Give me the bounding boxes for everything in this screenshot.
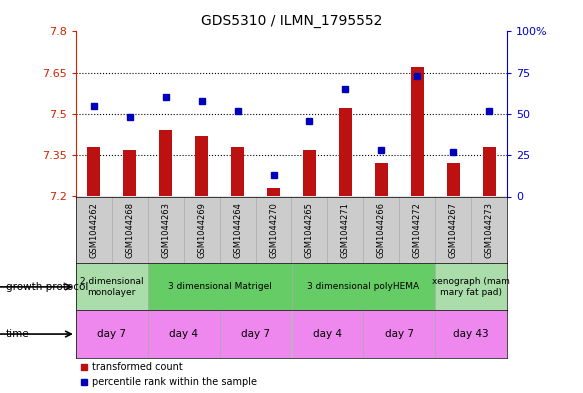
Bar <box>411 67 424 196</box>
Text: GSM1044263: GSM1044263 <box>161 202 170 258</box>
Bar <box>436 263 507 310</box>
Bar <box>303 150 316 196</box>
Text: time: time <box>6 329 30 339</box>
Bar <box>87 147 100 196</box>
Text: day 43: day 43 <box>454 329 489 339</box>
Bar <box>231 147 244 196</box>
Text: GSM1044267: GSM1044267 <box>449 202 458 258</box>
Text: GSM1044265: GSM1044265 <box>305 202 314 258</box>
Bar <box>267 188 280 196</box>
Text: xenograph (mam
mary fat pad): xenograph (mam mary fat pad) <box>433 277 510 297</box>
Text: GSM1044264: GSM1044264 <box>233 202 242 258</box>
Bar <box>159 130 172 196</box>
Bar <box>147 263 292 310</box>
Text: GSM1044268: GSM1044268 <box>125 202 134 258</box>
Text: day 7: day 7 <box>97 329 127 339</box>
Text: GSM1044273: GSM1044273 <box>484 202 494 258</box>
Text: 2 dimensional
monolayer: 2 dimensional monolayer <box>80 277 143 297</box>
Bar <box>220 310 292 358</box>
Text: 3 dimensional Matrigel: 3 dimensional Matrigel <box>168 283 272 291</box>
Bar <box>147 310 220 358</box>
Bar <box>339 108 352 196</box>
Bar <box>76 310 147 358</box>
Text: GSM1044270: GSM1044270 <box>269 202 278 258</box>
Text: GSM1044262: GSM1044262 <box>89 202 99 258</box>
Text: day 7: day 7 <box>385 329 414 339</box>
Text: GSM1044269: GSM1044269 <box>197 202 206 258</box>
Text: day 7: day 7 <box>241 329 270 339</box>
Bar <box>195 136 208 196</box>
Bar <box>363 310 436 358</box>
Title: GDS5310 / ILMN_1795552: GDS5310 / ILMN_1795552 <box>201 14 382 28</box>
Text: GSM1044272: GSM1044272 <box>413 202 422 258</box>
Bar <box>375 163 388 196</box>
Bar <box>292 310 363 358</box>
Text: 3 dimensional polyHEMA: 3 dimensional polyHEMA <box>307 283 419 291</box>
Bar <box>483 147 496 196</box>
Text: day 4: day 4 <box>169 329 198 339</box>
Text: growth protocol: growth protocol <box>6 282 88 292</box>
Bar <box>436 310 507 358</box>
Legend: transformed count, percentile rank within the sample: transformed count, percentile rank withi… <box>80 362 257 387</box>
Text: GSM1044266: GSM1044266 <box>377 202 386 258</box>
Text: GSM1044271: GSM1044271 <box>341 202 350 258</box>
Bar <box>124 150 136 196</box>
Bar <box>76 263 147 310</box>
Bar <box>447 163 459 196</box>
Bar <box>292 263 436 310</box>
Text: day 4: day 4 <box>313 329 342 339</box>
